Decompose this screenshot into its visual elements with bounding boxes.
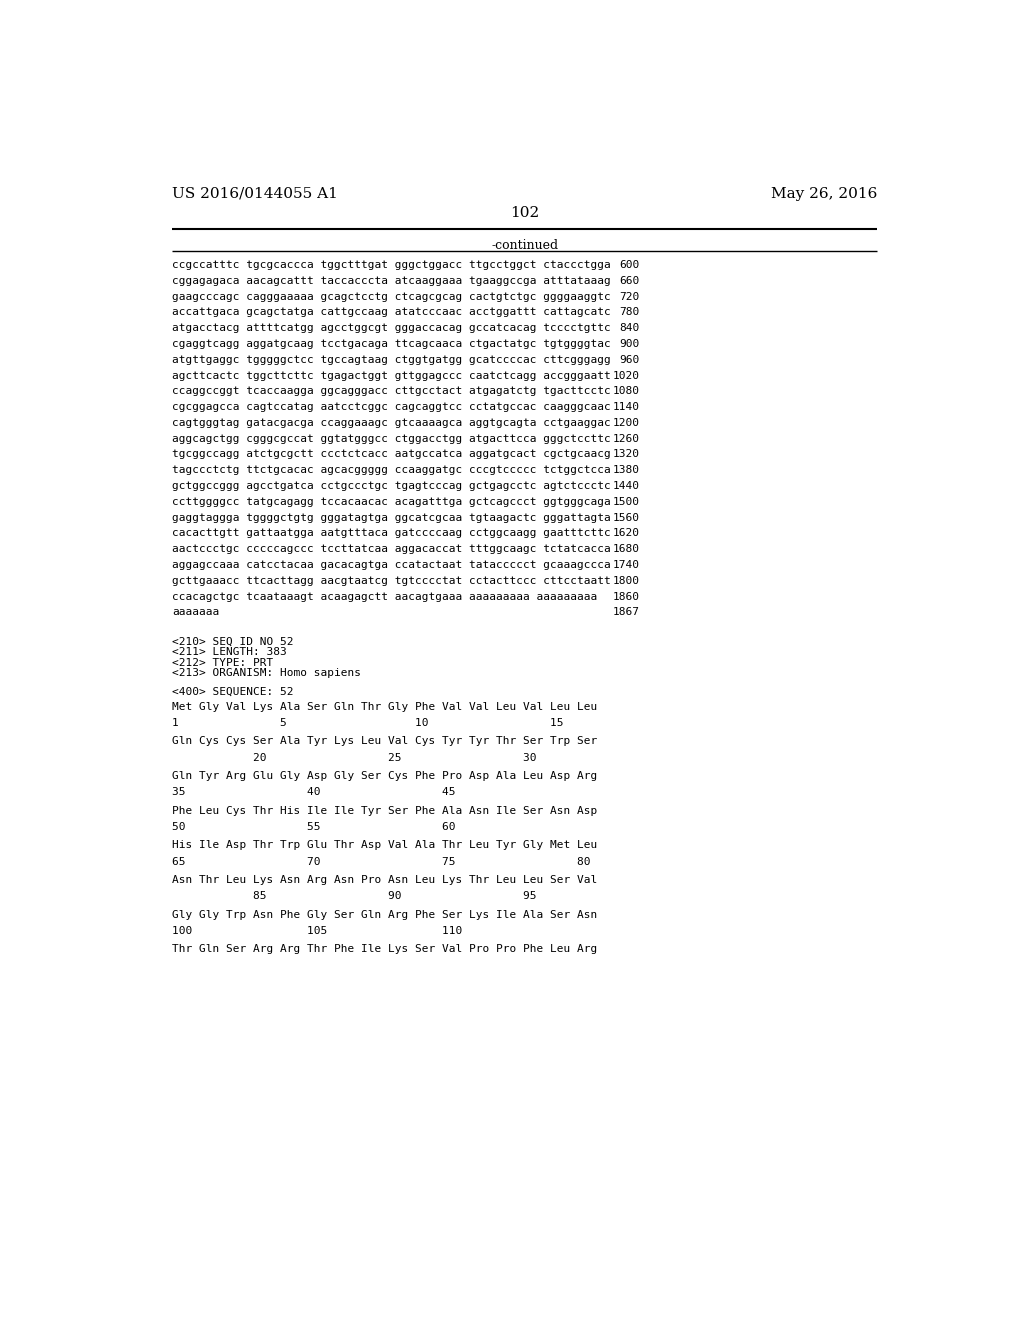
Text: 1               5                   10                  15: 1 5 10 15 bbox=[172, 718, 563, 729]
Text: 1867: 1867 bbox=[612, 607, 640, 618]
Text: 100                 105                 110: 100 105 110 bbox=[172, 927, 463, 936]
Text: 900: 900 bbox=[620, 339, 640, 348]
Text: tagccctctg ttctgcacac agcacggggg ccaaggatgc cccgtccccc tctggctcca: tagccctctg ttctgcacac agcacggggg ccaagga… bbox=[172, 465, 611, 475]
Text: aaaaaaa: aaaaaaa bbox=[172, 607, 219, 618]
Text: cacacttgtt gattaatgga aatgtttaca gatccccaag cctggcaagg gaatttcttc: cacacttgtt gattaatgga aatgtttaca gatcccc… bbox=[172, 528, 611, 539]
Text: tgcggccagg atctgcgctt ccctctcacc aatgccatca aggatgcact cgctgcaacg: tgcggccagg atctgcgctt ccctctcacc aatgcca… bbox=[172, 449, 611, 459]
Text: atgttgaggc tgggggctcc tgccagtaag ctggtgatgg gcatccccac cttcgggagg: atgttgaggc tgggggctcc tgccagtaag ctggtga… bbox=[172, 355, 611, 364]
Text: Gly Gly Trp Asn Phe Gly Ser Gln Arg Phe Ser Lys Ile Ala Ser Asn: Gly Gly Trp Asn Phe Gly Ser Gln Arg Phe … bbox=[172, 909, 597, 920]
Text: 1800: 1800 bbox=[612, 576, 640, 586]
Text: 1320: 1320 bbox=[612, 449, 640, 459]
Text: cggagagaca aacagcattt taccacccta atcaaggaaa tgaaggccga atttataaag: cggagagaca aacagcattt taccacccta atcaagg… bbox=[172, 276, 611, 286]
Text: 960: 960 bbox=[620, 355, 640, 364]
Text: May 26, 2016: May 26, 2016 bbox=[771, 187, 878, 201]
Text: <210> SEQ ID NO 52: <210> SEQ ID NO 52 bbox=[172, 638, 294, 647]
Text: 720: 720 bbox=[620, 292, 640, 301]
Text: Phe Leu Cys Thr His Ile Ile Tyr Ser Phe Ala Asn Ile Ser Asn Asp: Phe Leu Cys Thr His Ile Ile Tyr Ser Phe … bbox=[172, 805, 597, 816]
Text: 660: 660 bbox=[620, 276, 640, 286]
Text: <212> TYPE: PRT: <212> TYPE: PRT bbox=[172, 657, 273, 668]
Text: atgacctacg attttcatgg agcctggcgt gggaccacag gccatcacag tcccctgttc: atgacctacg attttcatgg agcctggcgt gggacca… bbox=[172, 323, 611, 333]
Text: gcttgaaacc ttcacttagg aacgtaatcg tgtcccctat cctacttccc cttcctaatt: gcttgaaacc ttcacttagg aacgtaatcg tgtcccc… bbox=[172, 576, 611, 586]
Text: 20                  25                  30: 20 25 30 bbox=[172, 752, 537, 763]
Text: cgcggagcca cagtccatag aatcctcggc cagcaggtcc cctatgccac caagggcaac: cgcggagcca cagtccatag aatcctcggc cagcagg… bbox=[172, 403, 611, 412]
Text: Gln Tyr Arg Glu Gly Asp Gly Ser Cys Phe Pro Asp Ala Leu Asp Arg: Gln Tyr Arg Glu Gly Asp Gly Ser Cys Phe … bbox=[172, 771, 597, 781]
Text: ccttggggcc tatgcagagg tccacaacac acagatttga gctcagccct ggtgggcaga: ccttggggcc tatgcagagg tccacaacac acagatt… bbox=[172, 496, 611, 507]
Text: 840: 840 bbox=[620, 323, 640, 333]
Text: aactccctgc cccccagccc tccttatcaa aggacaccat tttggcaagc tctatcacca: aactccctgc cccccagccc tccttatcaa aggacac… bbox=[172, 544, 611, 554]
Text: 1200: 1200 bbox=[612, 418, 640, 428]
Text: <213> ORGANISM: Homo sapiens: <213> ORGANISM: Homo sapiens bbox=[172, 668, 361, 678]
Text: 65                  70                  75                  80: 65 70 75 80 bbox=[172, 857, 591, 867]
Text: Asn Thr Leu Lys Asn Arg Asn Pro Asn Leu Lys Thr Leu Leu Ser Val: Asn Thr Leu Lys Asn Arg Asn Pro Asn Leu … bbox=[172, 875, 597, 884]
Text: 1860: 1860 bbox=[612, 591, 640, 602]
Text: 600: 600 bbox=[620, 260, 640, 271]
Text: Met Gly Val Lys Ala Ser Gln Thr Gly Phe Val Val Leu Val Leu Leu: Met Gly Val Lys Ala Ser Gln Thr Gly Phe … bbox=[172, 702, 597, 711]
Text: gaggtaggga tggggctgtg gggatagtga ggcatcgcaa tgtaagactc gggattagta: gaggtaggga tggggctgtg gggatagtga ggcatcg… bbox=[172, 512, 611, 523]
Text: 1680: 1680 bbox=[612, 544, 640, 554]
Text: aggcagctgg cgggcgccat ggtatgggcc ctggacctgg atgacttcca gggctccttc: aggcagctgg cgggcgccat ggtatgggcc ctggacc… bbox=[172, 434, 611, 444]
Text: gctggccggg agcctgatca cctgccctgc tgagtcccag gctgagcctc agtctccctc: gctggccggg agcctgatca cctgccctgc tgagtcc… bbox=[172, 480, 611, 491]
Text: 1500: 1500 bbox=[612, 496, 640, 507]
Text: <211> LENGTH: 383: <211> LENGTH: 383 bbox=[172, 647, 287, 657]
Text: 35                  40                  45: 35 40 45 bbox=[172, 788, 456, 797]
Text: 1560: 1560 bbox=[612, 512, 640, 523]
Text: agcttcactc tggcttcttc tgagactggt gttggagccc caatctcagg accgggaatt: agcttcactc tggcttcttc tgagactggt gttggag… bbox=[172, 371, 611, 380]
Text: 1380: 1380 bbox=[612, 465, 640, 475]
Text: ccgccatttc tgcgcaccca tggctttgat gggctggacc ttgcctggct ctaccctgga: ccgccatttc tgcgcaccca tggctttgat gggctgg… bbox=[172, 260, 611, 271]
Text: 1620: 1620 bbox=[612, 528, 640, 539]
Text: US 2016/0144055 A1: US 2016/0144055 A1 bbox=[172, 187, 338, 201]
Text: 85                  90                  95: 85 90 95 bbox=[172, 891, 537, 902]
Text: 1740: 1740 bbox=[612, 560, 640, 570]
Text: 1260: 1260 bbox=[612, 434, 640, 444]
Text: 102: 102 bbox=[510, 206, 540, 220]
Text: 1080: 1080 bbox=[612, 387, 640, 396]
Text: Thr Gln Ser Arg Arg Thr Phe Ile Lys Ser Val Pro Pro Phe Leu Arg: Thr Gln Ser Arg Arg Thr Phe Ile Lys Ser … bbox=[172, 944, 597, 954]
Text: His Ile Asp Thr Trp Glu Thr Asp Val Ala Thr Leu Tyr Gly Met Leu: His Ile Asp Thr Trp Glu Thr Asp Val Ala … bbox=[172, 841, 597, 850]
Text: aggagccaaa catcctacaa gacacagtga ccatactaat tataccccct gcaaagccca: aggagccaaa catcctacaa gacacagtga ccatact… bbox=[172, 560, 611, 570]
Text: cagtgggtag gatacgacga ccaggaaagc gtcaaaagca aggtgcagta cctgaaggac: cagtgggtag gatacgacga ccaggaaagc gtcaaaa… bbox=[172, 418, 611, 428]
Text: 1440: 1440 bbox=[612, 480, 640, 491]
Text: ccacagctgc tcaataaagt acaagagctt aacagtgaaa aaaaaaaaa aaaaaaaaa: ccacagctgc tcaataaagt acaagagctt aacagtg… bbox=[172, 591, 597, 602]
Text: <400> SEQUENCE: 52: <400> SEQUENCE: 52 bbox=[172, 686, 294, 696]
Text: accattgaca gcagctatga cattgccaag atatcccaac acctggattt cattagcatc: accattgaca gcagctatga cattgccaag atatccc… bbox=[172, 308, 611, 317]
Text: 1020: 1020 bbox=[612, 371, 640, 380]
Text: ccaggccggt tcaccaagga ggcagggacc cttgcctact atgagatctg tgacttcctc: ccaggccggt tcaccaagga ggcagggacc cttgcct… bbox=[172, 387, 611, 396]
Text: 1140: 1140 bbox=[612, 403, 640, 412]
Text: 780: 780 bbox=[620, 308, 640, 317]
Text: cgaggtcagg aggatgcaag tcctgacaga ttcagcaaca ctgactatgc tgtggggtac: cgaggtcagg aggatgcaag tcctgacaga ttcagca… bbox=[172, 339, 611, 348]
Text: gaagcccagc cagggaaaaa gcagctcctg ctcagcgcag cactgtctgc ggggaaggtc: gaagcccagc cagggaaaaa gcagctcctg ctcagcg… bbox=[172, 292, 611, 301]
Text: 50                  55                  60: 50 55 60 bbox=[172, 822, 456, 832]
Text: -continued: -continued bbox=[492, 239, 558, 252]
Text: Gln Cys Cys Ser Ala Tyr Lys Leu Val Cys Tyr Tyr Thr Ser Trp Ser: Gln Cys Cys Ser Ala Tyr Lys Leu Val Cys … bbox=[172, 737, 597, 746]
